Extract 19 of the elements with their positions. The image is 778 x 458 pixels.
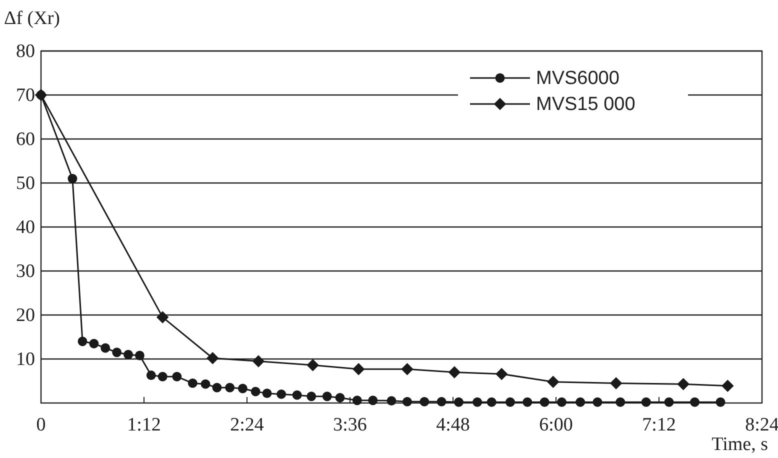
legend-label: MVS6000	[536, 68, 620, 89]
x-tick-label: 7:12	[642, 414, 676, 436]
legend-label: MVS15 000	[536, 94, 636, 115]
y-tick-label: 20	[16, 305, 35, 326]
y-tick-label: 40	[16, 217, 35, 238]
y-tick-label: 80	[16, 41, 35, 62]
y-axis-title: Δf (Xr)	[4, 8, 60, 29]
y-tick-label: 50	[16, 173, 35, 194]
x-tick-label: 0	[36, 414, 46, 436]
x-tick-label: 6:00	[539, 414, 573, 436]
y-tick-label: 10	[16, 349, 35, 370]
x-tick-label: 1:12	[127, 414, 161, 436]
y-tick-label: 30	[16, 261, 35, 282]
x-tick-label: 3:36	[333, 414, 367, 436]
x-tick-label: 2:24	[230, 414, 264, 436]
y-tick-label: 60	[16, 129, 35, 150]
x-tick-label: 4:48	[436, 414, 470, 436]
y-tick-label: 70	[16, 85, 35, 106]
x-axis-title: Time, s	[712, 434, 768, 455]
